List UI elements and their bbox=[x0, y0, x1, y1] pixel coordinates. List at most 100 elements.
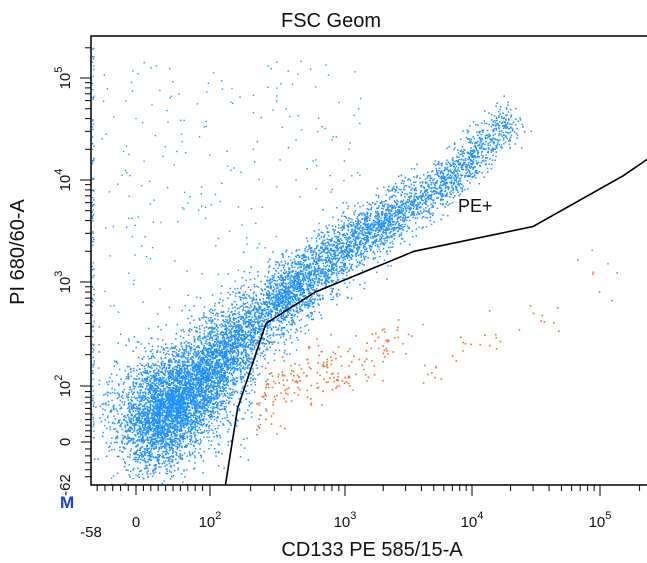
data-point bbox=[282, 255, 284, 257]
data-point bbox=[241, 334, 243, 337]
data-point bbox=[207, 387, 210, 390]
data-point bbox=[290, 296, 292, 299]
data-point bbox=[146, 406, 149, 408]
data-point bbox=[182, 394, 185, 397]
data-point bbox=[182, 440, 185, 443]
data-point bbox=[150, 365, 153, 367]
data-point bbox=[171, 440, 173, 442]
data-point bbox=[190, 399, 193, 402]
data-point bbox=[216, 359, 218, 361]
data-point bbox=[176, 454, 178, 456]
data-point bbox=[144, 451, 147, 453]
data-point bbox=[188, 430, 190, 433]
data-point bbox=[130, 438, 132, 440]
data-point bbox=[231, 397, 233, 399]
data-point bbox=[219, 342, 222, 344]
data-point bbox=[200, 421, 203, 424]
data-point bbox=[258, 337, 261, 340]
data-point bbox=[206, 404, 208, 406]
data-point bbox=[278, 283, 280, 285]
data-point bbox=[226, 371, 228, 374]
data-point bbox=[267, 296, 269, 298]
data-point bbox=[204, 349, 206, 351]
data-point bbox=[222, 311, 224, 313]
data-point bbox=[199, 297, 202, 299]
data-point bbox=[242, 319, 244, 322]
data-point bbox=[195, 385, 197, 387]
data-point bbox=[250, 319, 252, 321]
data-point bbox=[250, 361, 253, 363]
data-point bbox=[170, 420, 173, 423]
data-point bbox=[132, 416, 135, 418]
data-point bbox=[204, 377, 206, 379]
data-point bbox=[244, 332, 247, 335]
data-point bbox=[209, 378, 211, 381]
data-point bbox=[291, 280, 294, 282]
data-point bbox=[208, 344, 210, 346]
data-point bbox=[257, 323, 259, 326]
data-point bbox=[138, 455, 141, 457]
data-point bbox=[297, 339, 299, 341]
data-point bbox=[150, 404, 152, 407]
data-point bbox=[291, 324, 293, 326]
data-point bbox=[230, 355, 233, 358]
data-point bbox=[138, 456, 140, 459]
data-point bbox=[249, 324, 251, 326]
data-point bbox=[219, 400, 221, 403]
data-point bbox=[197, 405, 199, 407]
data-point bbox=[209, 363, 212, 365]
data-point bbox=[180, 473, 183, 475]
data-point bbox=[144, 467, 147, 470]
data-point bbox=[291, 281, 294, 284]
data-point bbox=[253, 318, 256, 321]
data-point bbox=[222, 374, 224, 377]
data-point bbox=[229, 369, 232, 372]
data-point bbox=[193, 445, 195, 448]
data-point bbox=[149, 381, 151, 383]
data-point bbox=[284, 276, 287, 278]
data-point bbox=[154, 432, 156, 434]
data-point bbox=[190, 343, 193, 345]
data-point bbox=[240, 328, 243, 330]
data-point bbox=[113, 428, 115, 430]
data-point bbox=[144, 372, 147, 374]
data-point bbox=[159, 393, 162, 395]
data-point bbox=[145, 430, 148, 432]
data-point bbox=[313, 289, 315, 291]
data-point bbox=[218, 349, 220, 351]
data-point bbox=[146, 449, 149, 452]
data-point bbox=[247, 367, 249, 369]
data-point bbox=[288, 303, 291, 305]
data-point bbox=[204, 392, 206, 395]
data-point bbox=[136, 459, 138, 461]
data-point bbox=[229, 347, 231, 349]
data-point bbox=[174, 378, 177, 381]
data-point bbox=[237, 325, 239, 328]
data-point bbox=[273, 320, 275, 322]
data-point bbox=[244, 344, 246, 346]
data-point bbox=[244, 291, 247, 293]
data-point bbox=[242, 323, 245, 325]
data-point bbox=[167, 430, 169, 432]
data-point bbox=[158, 408, 161, 411]
data-point bbox=[156, 459, 158, 461]
data-point bbox=[230, 334, 233, 336]
data-point bbox=[140, 469, 143, 472]
data-point bbox=[229, 331, 231, 333]
data-point bbox=[285, 270, 288, 273]
data-point bbox=[268, 315, 270, 317]
data-point bbox=[186, 361, 188, 363]
data-point bbox=[238, 351, 240, 354]
data-point bbox=[238, 367, 241, 369]
data-point bbox=[240, 376, 242, 378]
data-point bbox=[297, 298, 300, 301]
data-point bbox=[215, 312, 218, 314]
data-point bbox=[155, 415, 157, 417]
data-point bbox=[245, 353, 247, 356]
data-point bbox=[216, 324, 218, 326]
data-point bbox=[287, 294, 290, 296]
data-point bbox=[227, 375, 229, 378]
data-point bbox=[227, 343, 229, 345]
data-point bbox=[203, 397, 205, 400]
data-point bbox=[154, 363, 157, 365]
